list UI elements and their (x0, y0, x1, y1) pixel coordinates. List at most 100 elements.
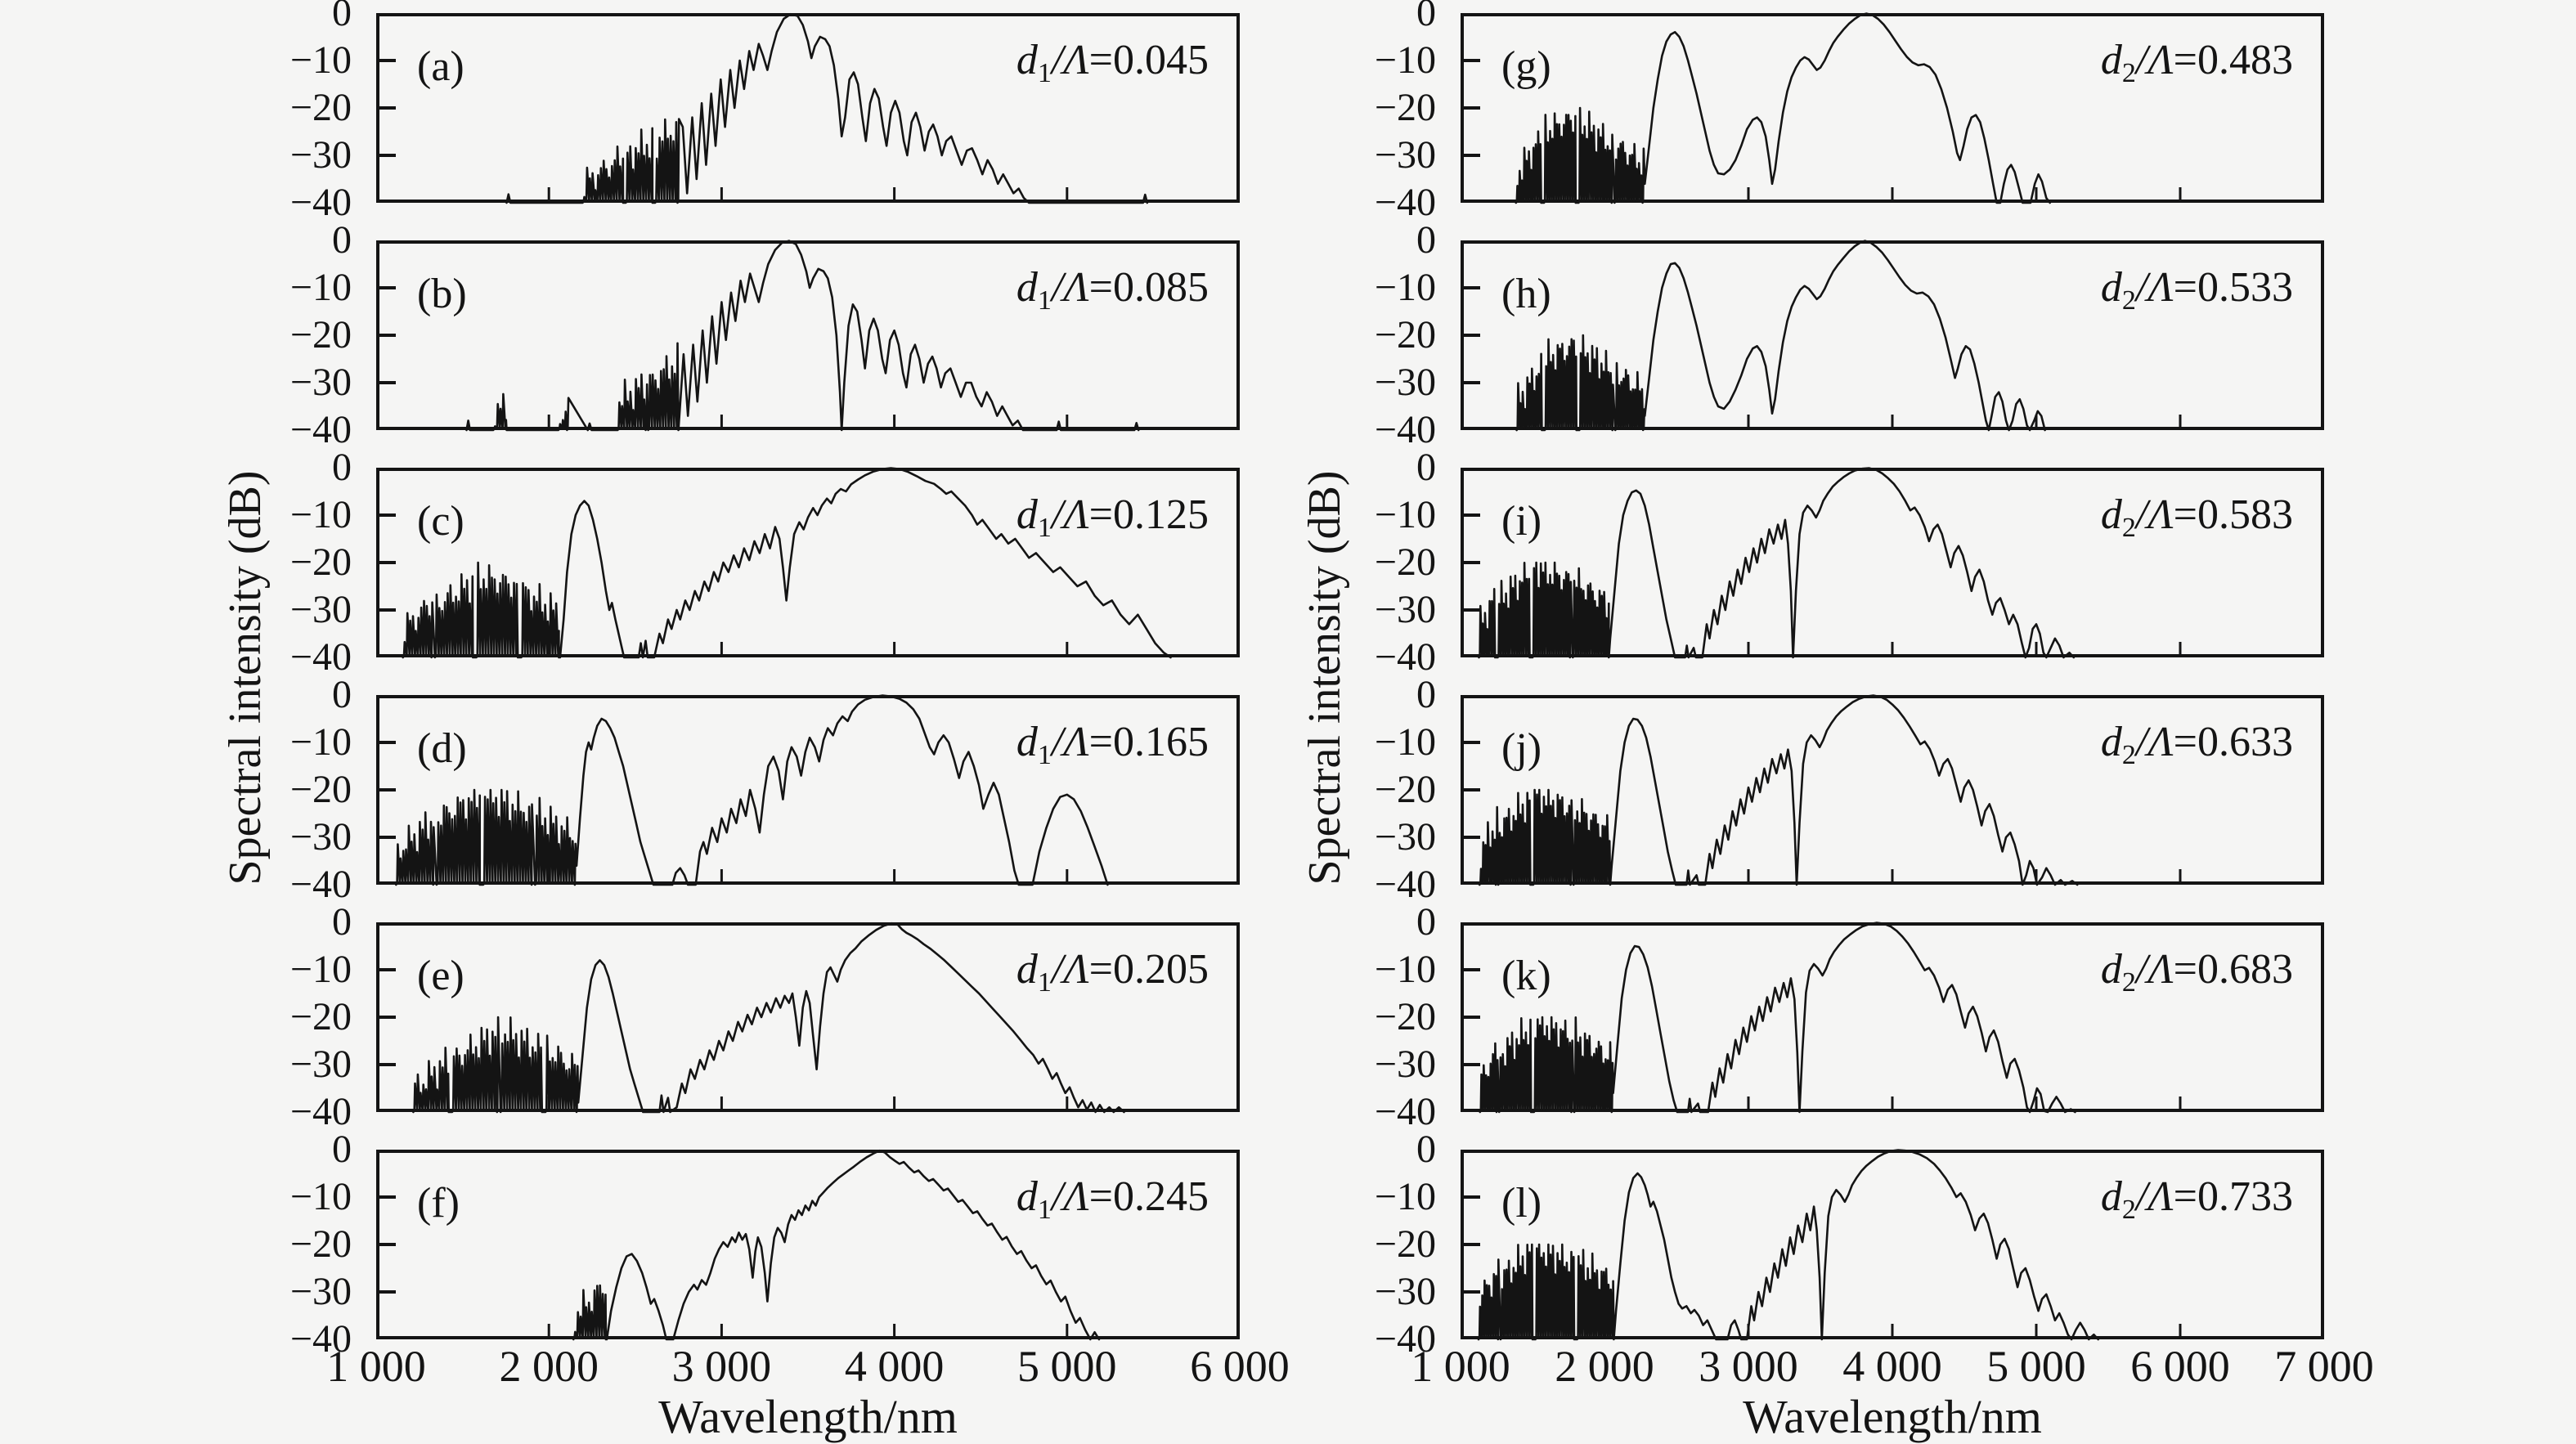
y-tick-label: −30 (289, 1043, 352, 1086)
y-tick-label: 0 (1416, 673, 1436, 716)
y-tick-mark (379, 1290, 396, 1294)
y-tick-mark (379, 608, 396, 612)
spectrum-panel-k: 0 −10 −20 −30 −40 (k) d2/Λ=0.683 (1375, 902, 2324, 1132)
y-tick-label: −40 (289, 863, 352, 906)
y-tick-label: 0 (332, 0, 352, 34)
y-tick-label: −20 (289, 540, 352, 584)
y-tick-mark (1464, 106, 1480, 110)
y-tick-label: 0 (1416, 1128, 1436, 1171)
y-tick-mark (1464, 968, 1480, 971)
y-tick-label: −20 (1374, 768, 1436, 811)
y-tick-label: −10 (289, 266, 352, 309)
panel-param-label: d2/Λ=0.483 (2100, 37, 2293, 88)
panel-param-label: d1/Λ=0.085 (1016, 264, 1209, 316)
y-tick-label: −40 (289, 635, 352, 679)
y-tick-label: 0 (332, 673, 352, 716)
y-tick-mark (379, 154, 396, 157)
x-tick-label: 6 000 (2130, 1342, 2230, 1391)
y-tick-label: −10 (289, 1175, 352, 1218)
x-tick-label: 4 000 (844, 1342, 945, 1391)
y-tick-mark (379, 286, 396, 289)
y-tick-label: −30 (289, 815, 352, 859)
y-tick-mark (379, 741, 396, 744)
x-tick-label: 7 000 (2274, 1342, 2374, 1391)
spectrum-plot (376, 467, 1240, 659)
y-tick-mark (379, 968, 396, 971)
y-tick-label: −10 (1374, 493, 1436, 536)
panel-tag: (f) (417, 1180, 460, 1227)
spectrum-plot (1461, 12, 2324, 204)
y-tick-label: 0 (1416, 0, 1436, 34)
panel-tag: (i) (1501, 498, 1542, 545)
y-tick-mark (1464, 286, 1480, 289)
y-tick-mark (1464, 154, 1480, 157)
y-tick-mark (379, 1195, 396, 1199)
y-tick-label: −20 (289, 768, 352, 811)
spectrum-panel-i: 0 −10 −20 −30 −40 (i) d2/Λ=0.583 (1375, 447, 2324, 678)
spectrum-plot (376, 922, 1240, 1114)
y-tick-label: 0 (1416, 900, 1436, 944)
y-tick-mark (379, 561, 396, 564)
spectrum-plot (376, 240, 1240, 432)
y-tick-mark (379, 106, 396, 110)
y-tick-label: −10 (289, 493, 352, 536)
y-tick-label: −20 (289, 1222, 352, 1266)
y-tick-label: 0 (1416, 446, 1436, 489)
y-tick-label: 0 (1416, 218, 1436, 262)
x-tick-label: 6 000 (1190, 1342, 1290, 1391)
y-tick-label: −30 (1374, 361, 1436, 404)
panel-param-label: d1/Λ=0.205 (1016, 946, 1209, 998)
panel-tag: (e) (417, 953, 464, 999)
panel-tag: (c) (417, 498, 464, 545)
y-tick-label: −40 (1374, 863, 1436, 906)
y-tick-mark (379, 1063, 396, 1066)
x-tick-label: 4 000 (1842, 1342, 1942, 1391)
y-tick-label: −10 (1374, 38, 1436, 82)
y-tick-label: −40 (1374, 1090, 1436, 1133)
panel-tag: (l) (1501, 1180, 1542, 1227)
y-tick-label: 0 (332, 900, 352, 944)
panel-tag: (d) (417, 725, 467, 772)
panel-param-label: d2/Λ=0.683 (2100, 946, 2293, 998)
y-tick-label: −20 (289, 995, 352, 1038)
x-tick-label: 1 000 (1411, 1342, 1510, 1391)
y-tick-mark (379, 788, 396, 792)
spectrum-plot (1461, 467, 2324, 659)
y-tick-label: −30 (1374, 1043, 1436, 1086)
y-tick-label: −10 (289, 38, 352, 82)
spectrum-plot (1461, 922, 2324, 1114)
panel-param-label: d1/Λ=0.125 (1016, 491, 1209, 543)
x-tick-label: 1 000 (326, 1342, 426, 1391)
y-tick-label: −40 (289, 181, 352, 224)
x-axis-title-left: Wavelength/nm (658, 1390, 958, 1443)
spectrum-panel-j: 0 −10 −20 −30 −40 (j) d2/Λ=0.633 (1375, 675, 2324, 905)
y-tick-label: −10 (289, 720, 352, 764)
y-tick-label: 0 (332, 1128, 352, 1171)
panel-param-label: d2/Λ=0.633 (2100, 719, 2293, 770)
y-tick-mark (1464, 741, 1480, 744)
y-tick-label: −20 (289, 86, 352, 129)
y-tick-label: −10 (289, 948, 352, 991)
y-tick-label: −30 (289, 588, 352, 631)
y-tick-label: −10 (1374, 1175, 1436, 1218)
panel-param-label: d2/Λ=0.733 (2100, 1173, 2293, 1225)
y-tick-mark (1464, 836, 1480, 839)
y-tick-mark (379, 334, 396, 337)
y-tick-mark (379, 836, 396, 839)
y-tick-label: −40 (289, 408, 352, 451)
y-tick-label: −40 (1374, 181, 1436, 224)
y-tick-label: −30 (289, 1270, 352, 1313)
y-tick-mark (379, 513, 396, 517)
spectrum-panel-d: 0 −10 −20 −30 −40 (d) d1/Λ=0.165 (290, 675, 1240, 905)
y-tick-mark (1464, 1063, 1480, 1066)
y-tick-label: 0 (332, 218, 352, 262)
y-tick-label: −10 (1374, 266, 1436, 309)
panel-param-label: d2/Λ=0.583 (2100, 491, 2293, 543)
spectrum-plot (376, 1149, 1240, 1341)
spectrum-plot (376, 12, 1240, 204)
y-tick-mark (1464, 381, 1480, 384)
panel-tag: (g) (1501, 43, 1551, 90)
y-tick-mark (1464, 334, 1480, 337)
y-tick-label: −40 (1374, 635, 1436, 679)
